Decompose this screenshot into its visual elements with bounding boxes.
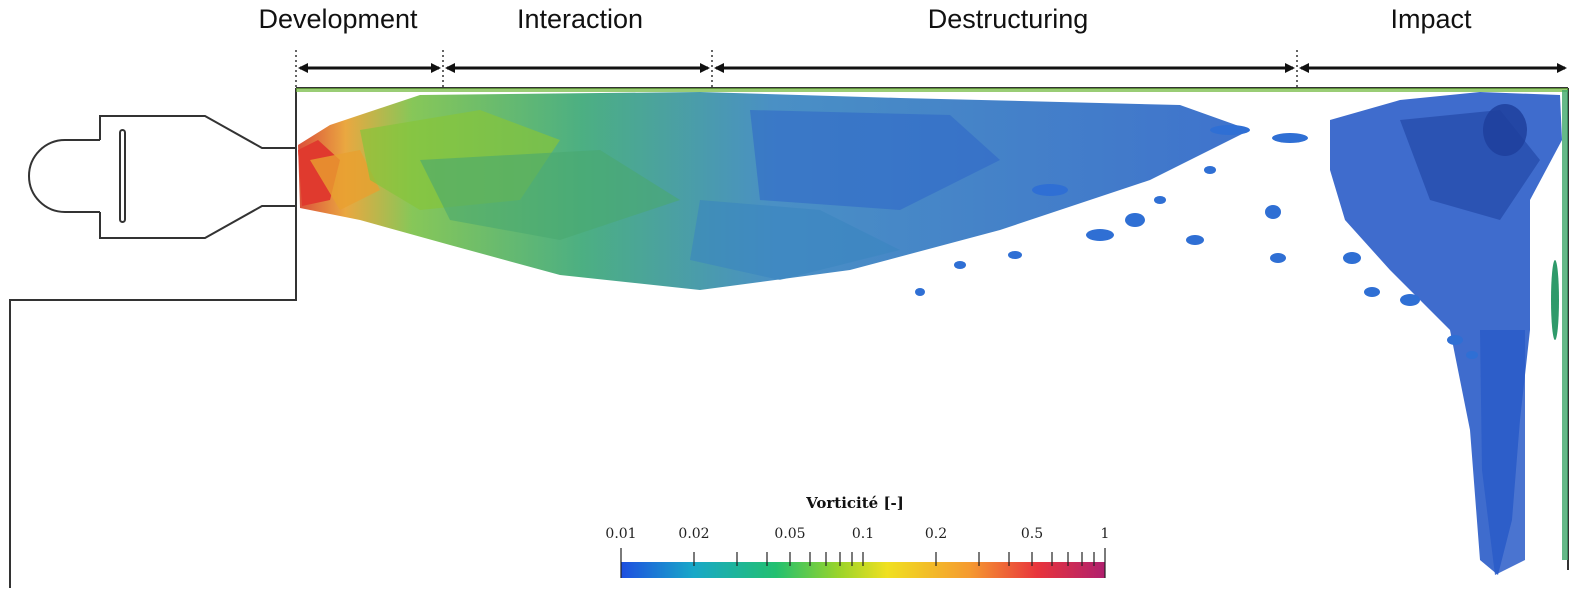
colorbar-title: Vorticité [-] (806, 494, 904, 512)
colorbar (620, 548, 1106, 578)
colorbar-tick-label: 0.1 (851, 526, 875, 542)
colorbar-gradient (621, 562, 1105, 578)
region-dividers (295, 50, 1298, 88)
colorbar-tick-label: 0.01 (605, 526, 637, 542)
region-label-interaction: Interaction (516, 4, 644, 34)
colorbar-tick-label: 0.05 (774, 526, 806, 542)
vorticity-plume (296, 88, 1568, 575)
colorbar-tick-label: 0.2 (924, 526, 948, 542)
region-label-destructuring: Destructuring (927, 4, 1089, 34)
colorbar-ticks (620, 548, 1106, 578)
colorbar-tick-label: 0.5 (1020, 526, 1044, 542)
region-label-impact: Impact (1390, 4, 1472, 34)
colorbar-tick-label: 1 (1100, 526, 1110, 542)
colorbar-tick-label: 0.02 (678, 526, 710, 542)
region-label-development: Development (258, 4, 418, 34)
